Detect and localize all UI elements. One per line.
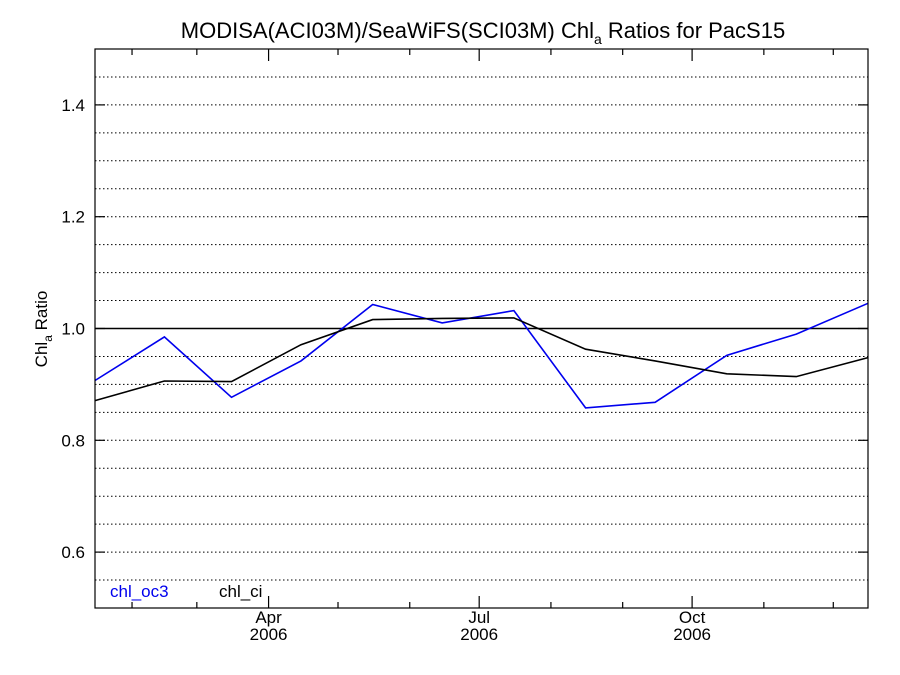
y-tick-label: 1.2	[61, 208, 85, 227]
y-axis-label-subscript: a	[41, 335, 55, 342]
y-tick-label: 0.8	[61, 431, 85, 450]
x-tick-label-year: 2006	[673, 625, 711, 644]
series-line-chl-oc3	[94, 302, 869, 409]
x-tick-label-year: 2006	[250, 625, 288, 644]
x-tick-label-year: 2006	[460, 625, 498, 644]
y-axis-label-prefix: Chl	[32, 342, 51, 368]
x-tick-label-month: Apr	[255, 608, 282, 627]
chart-title-prefix: MODISA(ACI03M)/SeaWiFS(SCI03M) Chl	[181, 18, 594, 43]
chart-title: MODISA(ACI03M)/SeaWiFS(SCI03M) Chla Rati…	[181, 18, 785, 47]
series-lines	[94, 302, 869, 409]
y-axis-label: Chla Ratio	[32, 291, 55, 368]
series-line-chl-ci	[94, 317, 869, 402]
y-axis-label-suffix: Ratio	[32, 291, 51, 335]
legend: chl_oc3 chl_ci	[110, 582, 262, 601]
legend-entry-chl-oc3: chl_oc3	[110, 582, 169, 601]
y-tick-label: 0.6	[61, 543, 85, 562]
y-tick-label: 1.4	[61, 96, 85, 115]
grid-lines	[95, 76, 868, 581]
plot-frame	[94, 48, 869, 609]
chart-title-subscript: a	[594, 31, 602, 47]
x-tick-label-month: Oct	[679, 608, 706, 627]
x-tick-label-month: Jul	[468, 608, 490, 627]
y-tick-label: 1.0	[61, 320, 85, 339]
legend-entry-chl-ci: chl_ci	[219, 582, 262, 601]
chart-title-suffix: Ratios for PacS15	[602, 18, 785, 43]
